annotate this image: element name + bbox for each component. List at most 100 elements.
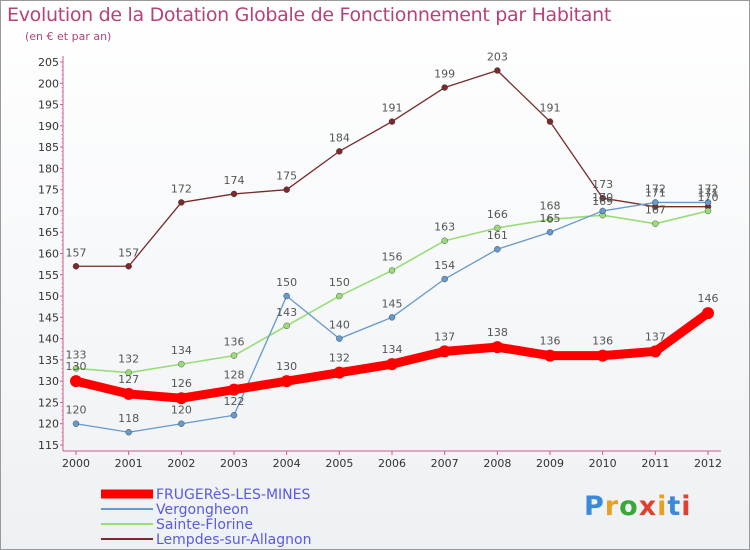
data-point [388,314,396,321]
y-tick-label: 170 [38,205,59,218]
data-label: 134 [382,343,403,356]
data-label: 172 [645,182,666,195]
data-label: 136 [224,336,245,349]
data-point [175,392,188,405]
data-point [228,383,240,396]
data-label: 118 [118,412,139,425]
y-tick-label: 150 [38,290,59,303]
data-point [441,84,448,91]
x-tick-label: 2000 [62,457,90,470]
legend: FRUGERèS-LES-MINESVergongheonSainte-Flor… [101,487,311,548]
y-tick-label: 120 [38,418,59,431]
x-tick-label: 2002 [167,457,195,470]
data-point [596,349,609,362]
data-point [649,345,662,358]
data-label: 128 [224,369,245,382]
data-label: 163 [434,221,455,234]
data-point [494,246,501,253]
logo-letter: P [584,491,605,522]
data-label: 130 [276,360,297,373]
data-point [178,360,185,368]
data-point [336,292,343,300]
data-label: 184 [329,131,350,144]
data-point [283,186,290,193]
y-tick-label: 205 [38,56,59,69]
data-point [438,345,451,358]
data-label: 146 [698,292,719,305]
legend-label: Lempdes-sur-Allagnon [156,532,311,548]
x-tick-label: 2011 [641,457,669,470]
y-tick-label: 165 [38,226,59,239]
data-point [283,322,290,330]
data-label: 120 [66,404,87,417]
y-tick-label: 140 [38,333,59,346]
data-label: 171 [645,187,666,200]
data-point [336,335,343,342]
y-tick-label: 180 [38,162,59,175]
x-tick-label: 2008 [483,457,511,470]
series-lines [70,67,714,436]
logo-letter: t [667,491,682,522]
data-label: 170 [592,191,613,204]
data-label: 137 [645,330,666,343]
logo-letter: r [604,491,620,522]
data-point [125,263,132,270]
y-tick-label: 190 [38,120,59,133]
data-label: 145 [382,297,403,310]
legend-label: Vergongheon [156,502,249,518]
data-label: 169 [592,195,613,208]
data-point [441,275,448,283]
axes: 115 120 125 130 135 140 145 150 155 160 165 170 175 1… [38,56,722,470]
data-label: 165 [540,212,561,225]
data-label: 150 [276,276,297,289]
y-tick-label: 160 [38,248,59,261]
legend-label: Sainte-Florine [156,517,253,533]
logo-letter: o [619,491,639,522]
y-tick-label: 195 [38,99,59,112]
data-label: 167 [645,204,666,217]
data-point [544,349,556,362]
legend-label: FRUGERèS-LES-MINES [156,487,310,503]
data-point [494,67,501,74]
data-point [388,267,396,274]
data-label: 143 [276,306,297,319]
data-point [494,224,501,232]
data-label: 134 [171,344,192,357]
y-tick-label: 145 [38,311,59,324]
data-point [652,220,659,227]
data-label: 174 [224,174,245,187]
x-tick-label: 2009 [536,457,564,470]
data-label: 132 [329,352,350,365]
chart-title: Evolution de la Dotation Globale de Fonc… [7,4,612,26]
data-label: 150 [329,276,350,289]
y-tick-label: 200 [38,77,59,90]
data-label: 127 [118,373,139,386]
data-point [704,199,712,206]
data-label: 156 [382,251,403,264]
logo-letter: x [638,491,658,522]
x-tick-label: 2007 [431,457,459,470]
data-label: 140 [329,319,350,332]
data-point [386,358,398,371]
data-label: 191 [540,102,561,115]
y-tick-label: 185 [38,141,59,154]
data-label: 133 [66,348,87,361]
data-point [125,429,132,436]
data-point [441,237,448,244]
data-label: 130 [66,360,87,373]
data-point [72,365,80,372]
data-point [491,341,504,354]
data-label: 173 [592,178,613,191]
data-point [599,194,606,202]
data-label: 161 [487,229,508,242]
y-tick-label: 175 [38,184,59,197]
x-tick-label: 2004 [273,457,301,470]
x-tick-label: 2001 [115,457,143,470]
data-point [178,199,185,206]
x-tick-label: 2005 [325,457,353,470]
data-label: 157 [66,246,87,259]
data-point [546,118,554,125]
data-point [704,207,712,215]
x-tick-label: 2010 [589,457,617,470]
